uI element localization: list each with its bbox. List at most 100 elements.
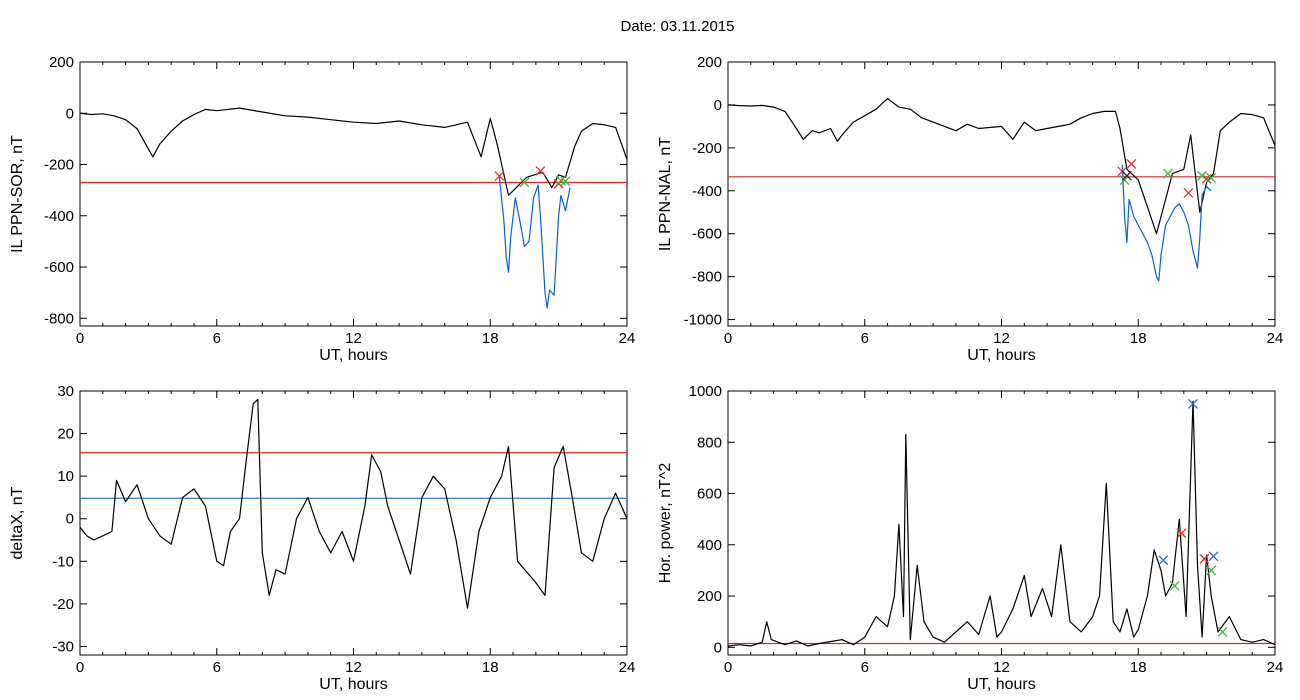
y-tick-label: 0 xyxy=(66,105,74,122)
x-tick-label: 6 xyxy=(861,330,869,347)
x-marker-stroke xyxy=(1176,528,1187,539)
x-marker xyxy=(1197,170,1208,181)
y-tick-label: -600 xyxy=(692,226,722,243)
x-tick-label: 18 xyxy=(1130,330,1147,347)
y-tick-label: 200 xyxy=(697,54,722,71)
series-line xyxy=(80,107,627,196)
x-marker-stroke xyxy=(519,177,530,188)
y-tick-label: -400 xyxy=(44,208,74,225)
plot-frame xyxy=(727,390,1276,656)
series-line xyxy=(728,400,1275,647)
y-tick-label: -600 xyxy=(44,259,74,276)
series-line xyxy=(728,97,1275,235)
x-tick-label: 6 xyxy=(213,659,221,676)
x-marker-stroke xyxy=(1208,551,1219,562)
x-tick-label: 12 xyxy=(345,659,362,676)
x-tick-label: 18 xyxy=(482,659,499,676)
x-marker-stroke xyxy=(535,165,546,176)
x-tick-label: 12 xyxy=(345,330,362,347)
x-marker xyxy=(535,165,546,176)
x-marker xyxy=(1169,580,1180,591)
chart-panel-1: 0 6 12 18 24 -800 -600 -400 -200 0 200 UT, hours IL … xyxy=(9,54,635,364)
x-marker xyxy=(1162,168,1173,179)
x-marker-stroke xyxy=(1126,158,1137,169)
x-marker-stroke xyxy=(1197,170,1208,181)
x-tick-label: 12 xyxy=(993,330,1010,347)
y-tick-label: -800 xyxy=(44,310,74,327)
x-marker xyxy=(1121,170,1132,181)
y-tick-label: -1000 xyxy=(684,312,722,329)
x-marker xyxy=(1217,626,1228,637)
y-tick-label: -30 xyxy=(52,638,74,655)
y-tick-label: 400 xyxy=(697,537,722,554)
chart-panel-2: 0 6 12 18 24 -1000 -800 -600 -400 -200 0 200 UT, hou… xyxy=(657,54,1283,364)
x-tick-label: 18 xyxy=(482,330,499,347)
page-title: Date: 03.11.2015 xyxy=(620,18,735,35)
x-axis-label: UT, hours xyxy=(967,676,1035,693)
y-tick-label: -10 xyxy=(52,553,74,570)
x-marker xyxy=(494,171,505,182)
chart-panel-3: 0 6 12 18 24 -30 -20 -10 0 10 20 30 UT, hours deltaX,… xyxy=(9,383,635,693)
y-tick-label: 20 xyxy=(57,426,74,443)
x-tick-label: 24 xyxy=(619,330,636,347)
x-marker-stroke xyxy=(1121,170,1132,181)
x-tick-label: 24 xyxy=(1267,330,1284,347)
x-marker-stroke xyxy=(1169,580,1180,591)
y-tick-label: -20 xyxy=(52,596,74,613)
y-axis-label: IL PPN-NAL, nT xyxy=(657,137,674,251)
x-tick-label: 0 xyxy=(76,659,84,676)
x-tick-label: 6 xyxy=(213,330,221,347)
x-axis-label: UT, hours xyxy=(967,347,1035,364)
x-marker-stroke xyxy=(1206,565,1217,576)
plot-frame xyxy=(79,390,628,656)
x-tick-label: 0 xyxy=(724,330,732,347)
x-marker xyxy=(1158,555,1169,566)
series-line xyxy=(1121,164,1212,282)
x-tick-label: 12 xyxy=(993,659,1010,676)
x-marker xyxy=(560,176,571,187)
x-marker xyxy=(519,177,530,188)
x-marker-stroke xyxy=(1206,172,1217,183)
x-marker-stroke xyxy=(1217,626,1228,637)
series-line xyxy=(80,398,627,609)
y-tick-label: 800 xyxy=(697,434,722,451)
y-tick-label: -200 xyxy=(692,140,722,157)
chart-panel-4: 0 6 12 18 24 0 200 400 600 800 1000 UT, hours Hor. p… xyxy=(657,383,1283,693)
y-axis-label: Hor. power, nT^2 xyxy=(657,463,674,584)
x-marker xyxy=(1126,158,1137,169)
x-marker-stroke xyxy=(1183,187,1194,198)
x-marker xyxy=(1176,528,1187,539)
y-tick-label: 0 xyxy=(66,511,74,528)
x-marker-stroke xyxy=(560,176,571,187)
x-marker xyxy=(1199,553,1210,564)
x-axis-label: UT, hours xyxy=(319,347,387,364)
y-tick-label: 0 xyxy=(714,639,722,656)
y-tick-label: 200 xyxy=(49,54,74,71)
x-tick-label: 6 xyxy=(861,659,869,676)
x-tick-label: 0 xyxy=(76,330,84,347)
x-marker xyxy=(1208,551,1219,562)
y-axis-label: IL PPN-SOR, nT xyxy=(9,135,26,253)
x-marker-stroke xyxy=(1199,553,1210,564)
x-marker-stroke xyxy=(1158,555,1169,566)
y-tick-label: -400 xyxy=(692,183,722,200)
x-marker-stroke xyxy=(555,175,566,186)
x-marker xyxy=(1206,172,1217,183)
x-marker xyxy=(1187,398,1198,409)
x-marker-stroke xyxy=(494,171,505,182)
y-tick-label: 600 xyxy=(697,486,722,503)
y-tick-label: -200 xyxy=(44,157,74,174)
x-marker-stroke xyxy=(1162,168,1173,179)
x-tick-label: 24 xyxy=(1267,659,1284,676)
plot-frame xyxy=(727,61,1276,327)
x-marker-stroke xyxy=(1187,398,1198,409)
x-marker xyxy=(1183,187,1194,198)
y-tick-label: 10 xyxy=(57,468,74,485)
y-tick-label: 30 xyxy=(57,383,74,400)
y-axis-label: deltaX, nT xyxy=(9,486,26,559)
y-tick-label: 1000 xyxy=(689,383,722,400)
x-marker xyxy=(1206,565,1217,576)
x-tick-label: 18 xyxy=(1130,659,1147,676)
series-line xyxy=(498,177,571,309)
